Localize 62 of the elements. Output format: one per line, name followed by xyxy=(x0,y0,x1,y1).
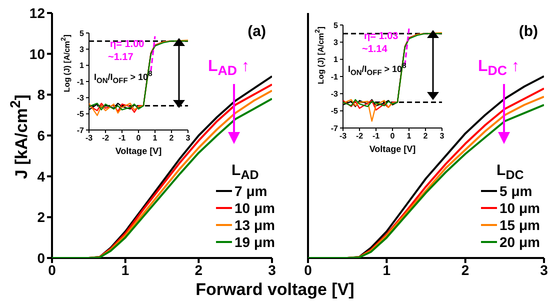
y-tick-label: 3 xyxy=(80,45,85,54)
y-tick-label: 2 xyxy=(37,209,46,226)
annotation: L$_{AD}$ ↑ xyxy=(208,58,250,78)
legend-label: 5 μm xyxy=(500,182,532,198)
y-tick-label: 3 xyxy=(334,38,339,48)
x-tick-label: 1 xyxy=(121,262,130,278)
y-tick-label: 5 xyxy=(334,20,339,30)
y-tick-label: 0 xyxy=(37,250,46,266)
legend-label: 20 μm xyxy=(500,234,540,250)
x-tick-label: -2 xyxy=(102,134,110,143)
annotation: η= 1.00 xyxy=(110,39,144,50)
x-tick-label: 0 xyxy=(48,262,56,278)
text: (a) xyxy=(248,23,266,40)
x-tick-label: 3 xyxy=(440,132,445,141)
y-tick-label: -1 xyxy=(76,77,85,86)
x-tick-label: 2 xyxy=(169,134,174,143)
x-axis-title: Voltage [V] xyxy=(368,144,417,154)
y-tick-label: 8 xyxy=(37,86,46,103)
annotation: ~1.14 xyxy=(362,44,388,55)
legend-label: 13 μm xyxy=(234,216,275,232)
y-tick-label: -5 xyxy=(76,110,85,119)
annotation: L$_{DC}$ ↑ xyxy=(478,58,520,78)
x-tick-label: -2 xyxy=(356,132,364,141)
y-tick-label: -7 xyxy=(330,124,339,133)
y-tick-label: 6 xyxy=(37,127,46,144)
y-tick-label: 1 xyxy=(334,55,339,64)
x-tick-label: 1 xyxy=(152,134,158,143)
annotation: ~1.17 xyxy=(108,52,134,63)
x-axis-title: Forward voltage [V] xyxy=(194,280,356,300)
x-tick-label: 0 xyxy=(390,132,396,141)
y-tick-label: -3 xyxy=(330,90,339,99)
legend-title: L$_{AD}$ xyxy=(232,162,260,182)
x-tick-label: 2 xyxy=(461,262,470,278)
legend-label: 15 μm xyxy=(500,216,540,232)
x-tick-label: 2 xyxy=(423,132,428,141)
legend-label: 7 μm xyxy=(234,182,268,198)
x-axis-title: Voltage [V] xyxy=(114,146,163,156)
text: (b) xyxy=(518,23,538,40)
x-tick-label: 0 xyxy=(304,262,312,278)
x-tick-label: 2 xyxy=(194,262,203,278)
x-tick-label: 3 xyxy=(186,134,191,143)
legend-title: L$_{DC}$ xyxy=(496,162,525,182)
x-tick-label: -1 xyxy=(118,134,126,143)
x-tick-label: 1 xyxy=(382,262,391,278)
y-tick-label: -7 xyxy=(76,126,85,135)
legend-label: 19 μm xyxy=(234,234,275,250)
y-tick-label: -3 xyxy=(76,94,85,103)
x-tick-label: 0 xyxy=(136,134,142,143)
x-tick-label: 3 xyxy=(540,262,548,278)
y-tick-label: 12 xyxy=(29,4,46,21)
y-tick-label: 5 xyxy=(80,28,85,38)
y-tick-label: 10 xyxy=(29,46,46,62)
x-tick-label: 3 xyxy=(268,262,276,278)
legend-label: 10 μm xyxy=(234,200,275,216)
y-tick-label: 4 xyxy=(37,168,46,184)
y-tick-label: -5 xyxy=(330,106,339,116)
x-tick-label: 1 xyxy=(406,132,412,141)
annotation: η= 1.03 xyxy=(364,31,398,42)
x-tick-label: -1 xyxy=(372,132,380,141)
y-tick-label: 1 xyxy=(80,61,85,70)
legend-label: 10 μm xyxy=(500,200,540,216)
y-tick-label: -1 xyxy=(330,72,339,82)
